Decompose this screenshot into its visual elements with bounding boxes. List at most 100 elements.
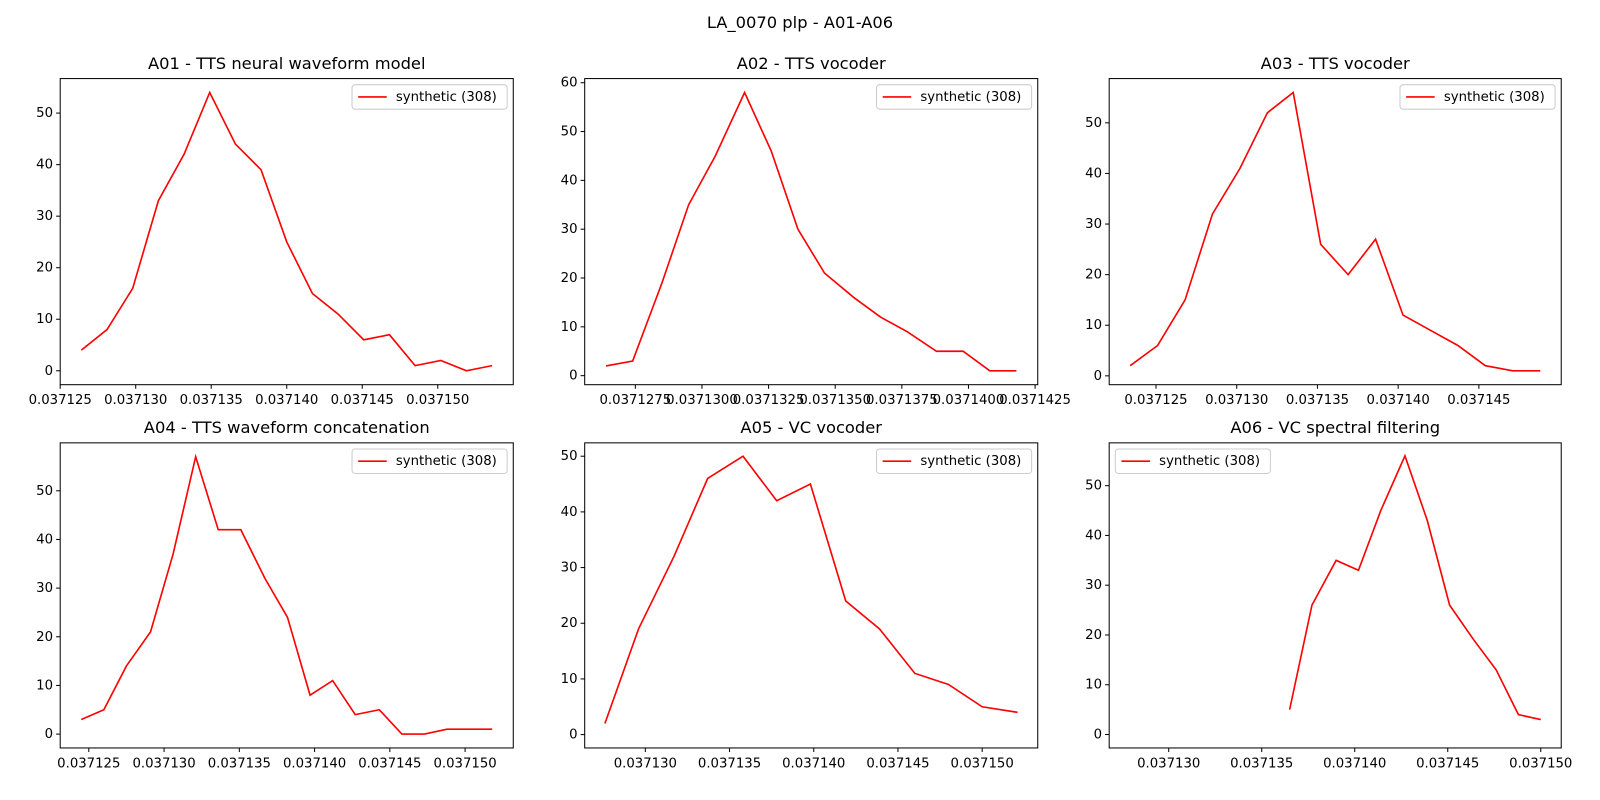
y-tick-label: 50 [36,106,53,121]
y-tick-label: 20 [1085,628,1102,643]
y-tick-label: 10 [561,672,578,687]
x-tick-label: 0.037130 [132,756,195,771]
data-line [80,453,493,735]
data-line [605,90,1017,372]
legend-box [876,84,1033,110]
x-tick-label: 0.037140 [782,756,845,771]
subplot: A03 - TTS vocoder 0.037125 0.037130 0.03713… [1085,54,1562,408]
x-tick-label: 0.0371400 [933,393,1005,408]
x-tick-label: 0.037145 [1447,393,1510,408]
legend-box [351,84,508,110]
y-tick-label: 60 [561,76,578,91]
x-tick-label: 0.037130 [104,393,167,408]
legend-box [876,448,1033,474]
y-tick-label: 20 [36,261,53,276]
y-tick-label: 0 [45,364,53,379]
legend: synthetic (308) [1399,84,1556,110]
subplot-title: A06 - VC spectral filtering [1230,418,1440,437]
x-tick-label: 0.037140 [1323,756,1386,771]
plot-area [1288,453,1541,721]
x-tick-label: 0.0371425 [999,393,1071,408]
x-tick-label: 0.037145 [866,756,929,771]
y-tick-label: 0 [569,728,577,743]
y-tick-label: 40 [1085,528,1102,543]
y-tick-label: 50 [561,449,578,464]
plot-area [80,90,493,372]
y-tick-label: 20 [1085,268,1102,283]
x-tick-label: 0.037135 [698,756,761,771]
legend-label: synthetic (308) [920,90,1021,105]
y-tick-label: 50 [1085,479,1102,494]
x-tick-label: 0.037140 [1367,393,1430,408]
y-tick-label: 30 [1085,578,1102,593]
y-tick-label: 10 [36,312,53,327]
y-tick-label: 40 [36,158,53,173]
x-tick-label: 0.037130 [1137,756,1200,771]
legend-label: synthetic (308) [920,454,1021,469]
plot-area [605,90,1017,372]
x-tick-label: 0.037135 [180,393,243,408]
legend-box [1399,84,1556,110]
x-tick-label: 0.037145 [358,756,421,771]
subplot: A05 - VC vocoder 0.037130 0.037135 0.037140… [561,418,1039,771]
x-tick-label: 0.037145 [331,393,394,408]
y-tick-label: 10 [1085,678,1102,693]
legend-label: synthetic (308) [1159,454,1260,469]
x-tick-label: 0.037125 [29,393,92,408]
plot-area [80,453,493,735]
x-tick-label: 0.0371350 [799,393,871,408]
x-tick-label: 0.0371275 [600,393,672,408]
legend: synthetic (308) [876,448,1033,474]
y-tick-label: 30 [36,581,53,596]
legend-box [1114,448,1271,474]
y-tick-label: 30 [561,222,578,237]
y-tick-label: 0 [569,369,577,384]
x-tick-label: 0.037150 [406,393,469,408]
y-tick-label: 40 [36,532,53,547]
subplot-title: A04 - TTS waveform concatenation [144,418,430,437]
y-tick-label: 50 [561,125,578,140]
legend-box [351,448,508,474]
legend: synthetic (308) [1114,448,1271,474]
plot-area [1129,91,1541,372]
y-tick-label: 10 [1085,318,1102,333]
x-tick-label: 0.037125 [1124,393,1187,408]
y-tick-label: 30 [1085,217,1102,232]
y-tick-label: 50 [1085,116,1102,131]
y-tick-label: 10 [561,320,578,335]
y-tick-label: 40 [561,505,578,520]
subplot-title: A01 - TTS neural waveform model [148,54,426,73]
axes-frame [59,78,514,386]
x-tick-label: 0.037135 [208,756,271,771]
figure-title: LA_0070 plp - A01-A06 [707,13,893,33]
y-tick-label: 0 [45,727,53,742]
subplot: A04 - TTS waveform concatenation 0.037125… [36,418,514,771]
data-line [80,90,493,372]
axes-frame [1108,78,1562,386]
y-tick-label: 10 [36,678,53,693]
y-tick-label: 50 [36,484,53,499]
x-tick-label: 0.037150 [433,756,496,771]
y-tick-label: 20 [561,271,578,286]
y-tick-label: 0 [1094,369,1102,384]
y-tick-label: 20 [36,630,53,645]
legend: synthetic (308) [876,84,1033,110]
axes-frame [59,442,514,749]
subplot: A06 - VC spectral filtering 0.037130 0.037… [1085,418,1572,771]
y-tick-label: 20 [561,616,578,631]
x-tick-label: 0.037140 [283,756,346,771]
legend-label: synthetic (308) [396,90,497,105]
x-tick-label: 0.037130 [1205,393,1268,408]
subplot-title: A02 - TTS vocoder [737,54,886,73]
axes-frame [584,78,1039,386]
data-line [1129,91,1541,372]
data-line [1288,453,1541,721]
axes-frame [1108,442,1562,749]
y-tick-label: 40 [1085,166,1102,181]
y-tick-label: 30 [561,561,578,576]
x-tick-label: 0.037135 [1230,756,1293,771]
x-tick-label: 0.0371300 [666,393,738,408]
y-tick-label: 30 [36,209,53,224]
